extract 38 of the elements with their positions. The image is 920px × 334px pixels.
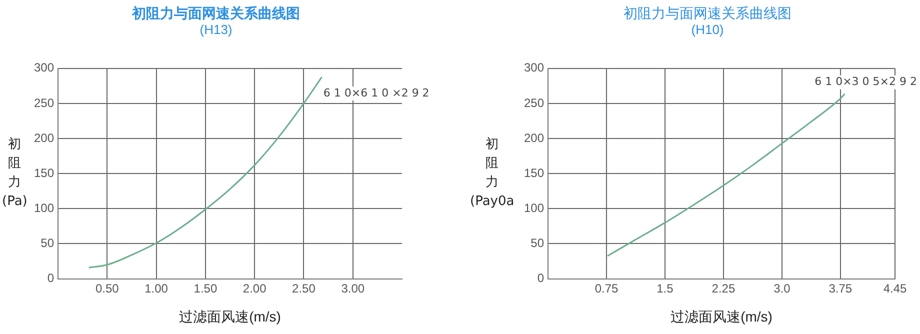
y-tick-label: 150	[34, 166, 54, 180]
x-tick-label: 0.75	[594, 281, 619, 296]
chart-title: 初阻力与面网速关系曲线图	[131, 5, 300, 22]
x-axis-title: 过滤面风速(m/s)	[670, 308, 772, 324]
y-tick-label: 0	[537, 271, 544, 286]
y-tick-label: 50	[530, 236, 544, 250]
y-tick-label: 250	[524, 96, 544, 110]
y-axis-title: 初阻力(Pa)	[2, 136, 28, 211]
line-series	[88, 76, 322, 268]
chart-subtitle: (H10)	[691, 22, 724, 38]
x-tick-label: 3.00	[341, 281, 365, 296]
line-series	[607, 94, 846, 256]
y-tick-label: 200	[524, 130, 544, 145]
y-axis-title: 初阻力(Pay0a	[470, 136, 514, 211]
y-tick-label: 100	[524, 200, 544, 215]
chart-title: 初阻力与面网速关系曲线图	[624, 6, 792, 22]
x-tick-label: 3.0	[774, 281, 791, 296]
y-tick-label: 200	[34, 130, 54, 145]
y-tick-label: 250	[34, 96, 54, 110]
x-tick-label: 1.50	[194, 281, 218, 296]
x-tick-label: 1.5	[656, 281, 674, 296]
chart-subtitle: (H13)	[200, 22, 232, 38]
y-tick-label: 300	[524, 60, 544, 75]
y-tick-label: 100	[34, 200, 54, 215]
y-tick-label: 150	[524, 166, 544, 180]
y-tick-label: 300	[34, 60, 54, 75]
x-axis-title: 过滤面风速(m/s)	[179, 308, 281, 324]
annotation: 6 1 0×3 0 5×2 9 2	[814, 75, 918, 88]
x-tick-label: 0.50	[95, 281, 120, 296]
x-tick-label: 3.75	[828, 281, 852, 296]
x-tick-label: 2.25	[712, 281, 736, 296]
y-tick-label: 50	[40, 236, 54, 250]
x-tick-label: 2.50	[292, 281, 316, 296]
x-tick-label: 1.00	[144, 281, 168, 296]
y-tick-label: 0	[47, 271, 54, 286]
x-tick-label: 4.45	[883, 281, 907, 296]
x-tick-label: 2.00	[242, 281, 267, 296]
annotation: 6 1 0×6 1 0 ×2 9 2	[323, 86, 430, 100]
